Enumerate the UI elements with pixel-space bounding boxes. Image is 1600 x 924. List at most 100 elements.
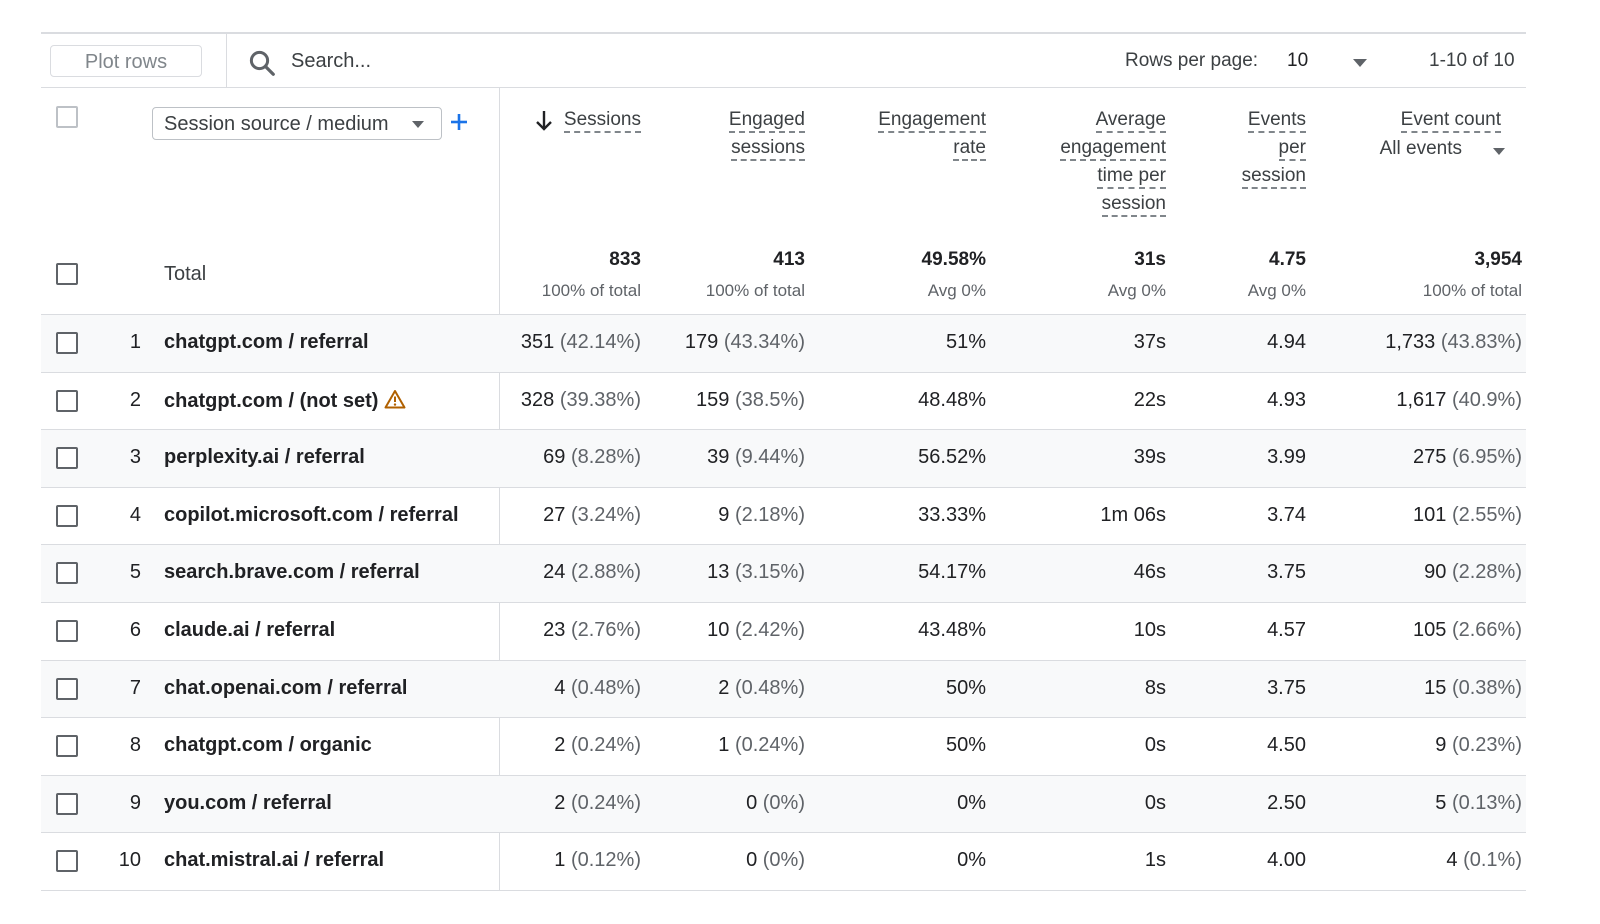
cell-engaged-sessions-percent: (43.34%) xyxy=(718,331,805,353)
cell-events-per-session: 2.50 xyxy=(1267,792,1306,815)
table-row[interactable] xyxy=(41,660,1526,718)
plot-rows-button[interactable]: Plot rows xyxy=(50,45,202,77)
cell-avg-engagement-time: 1m 06s xyxy=(1100,504,1166,527)
cell-engaged-sessions-value: 39 xyxy=(707,446,730,469)
search-input[interactable] xyxy=(291,46,591,76)
cell-sessions-value: 328 xyxy=(520,388,555,411)
row-checkbox[interactable] xyxy=(56,562,78,585)
totals-checkbox[interactable] xyxy=(56,263,78,285)
table-row[interactable] xyxy=(41,775,1526,833)
cell-avg-engagement-time-value: 0s xyxy=(1144,734,1166,757)
rows-per-page-select[interactable]: 10 xyxy=(1287,50,1309,71)
row-source-medium-text: chat.mistral.ai / referral xyxy=(164,849,385,872)
cell-event-count-percent: (0.13%) xyxy=(1446,791,1522,814)
cell-engagement-rate-value: 48.48% xyxy=(918,388,986,411)
column-header-engagement-rate[interactable]: Engagement rate xyxy=(878,106,986,162)
total-engaged-sessions: 413 xyxy=(773,249,805,270)
table-row[interactable] xyxy=(41,430,1526,487)
row-checkbox[interactable] xyxy=(56,389,78,412)
cell-events-per-session-value: 3.74 xyxy=(1267,503,1306,526)
total-events-per-session: 4.75 xyxy=(1269,249,1306,270)
cell-sessions-value: 24 xyxy=(543,561,566,584)
chevron-down-icon[interactable] xyxy=(1353,59,1367,67)
cell-engaged-sessions-value: 1 xyxy=(718,734,730,757)
add-dimension-button[interactable] xyxy=(449,105,469,140)
row-checkbox[interactable] xyxy=(56,792,78,815)
column-header-avg-engagement-time[interactable]: Average engagement time per session xyxy=(1060,106,1166,218)
cell-engaged-sessions-percent: (0%) xyxy=(757,791,805,814)
row-source-medium: you.com / referral xyxy=(164,792,332,815)
total-avg-engagement-time: 31s xyxy=(1134,249,1166,270)
row-divider xyxy=(41,717,1526,719)
rows-per-page-label: Rows per page: xyxy=(1125,50,1259,71)
cell-events-per-session-value: 4.94 xyxy=(1267,331,1306,353)
total-sessions: 833 xyxy=(609,249,641,270)
cell-event-count-value: 101 xyxy=(1413,503,1447,526)
cell-engaged-sessions-percent: (3.15%) xyxy=(729,561,805,584)
dimension-select-label: Session source / medium xyxy=(164,113,389,135)
cell-engaged-sessions-percent: (0.48%) xyxy=(729,676,805,699)
row-checkbox[interactable] xyxy=(56,332,78,354)
cell-event-count-percent: (40.9%) xyxy=(1446,388,1522,411)
row-divider xyxy=(41,544,1526,546)
cell-event-count-percent: (0.23%) xyxy=(1446,734,1522,757)
row-divider xyxy=(41,429,1526,431)
column-header-event-count[interactable]: Event count xyxy=(1400,106,1501,134)
row-source-medium: perplexity.ai / referral xyxy=(164,446,365,469)
dimension-select[interactable]: Session source / medium xyxy=(152,107,442,140)
event-filter-select[interactable]: All events xyxy=(1379,138,1462,159)
cell-sessions-percent: (2.76%) xyxy=(565,619,641,641)
cell-engaged-sessions-percent: (0.24%) xyxy=(729,734,805,757)
cell-sessions-percent: (0.24%) xyxy=(565,734,641,757)
cell-event-count-value: 15 xyxy=(1424,676,1447,699)
row-number: 1 xyxy=(129,331,141,353)
cell-engagement-rate: 51% xyxy=(946,331,986,354)
cell-event-count-value: 1,617 xyxy=(1396,388,1447,411)
cell-engagement-rate-value: 51% xyxy=(945,331,986,353)
table-row[interactable] xyxy=(41,545,1526,602)
cell-engagement-rate: 48.48% xyxy=(918,389,986,412)
cell-event-count: 105 (2.66%) xyxy=(1413,619,1522,642)
row-checkbox[interactable] xyxy=(56,677,78,700)
cell-avg-engagement-time: 0s xyxy=(1145,792,1166,815)
cell-engagement-rate-value: 0% xyxy=(957,791,986,814)
column-header-events-per-session[interactable]: Events per session xyxy=(1241,106,1306,190)
cell-engaged-sessions-value: 2 xyxy=(718,676,730,699)
chevron-down-icon[interactable] xyxy=(1493,148,1505,155)
cell-engaged-sessions: 13 (3.15%) xyxy=(707,561,805,584)
select-all-checkbox[interactable] xyxy=(56,106,78,128)
table-row[interactable] xyxy=(41,315,1526,372)
cell-engaged-sessions: 39 (9.44%) xyxy=(707,446,805,469)
column-header-label: engagement xyxy=(1060,137,1166,161)
search-icon[interactable] xyxy=(247,48,277,78)
cell-event-count-percent: (0.1%) xyxy=(1457,849,1522,872)
row-checkbox[interactable] xyxy=(56,504,78,527)
cell-engaged-sessions-value: 0 xyxy=(746,791,758,814)
cell-avg-engagement-time-value: 1s xyxy=(1144,849,1166,872)
cell-engaged-sessions-value: 9 xyxy=(718,503,730,526)
cell-avg-engagement-time: 37s xyxy=(1134,331,1166,354)
column-header-sessions[interactable]: Sessions xyxy=(563,106,641,134)
cell-event-count-value: 9 xyxy=(1435,734,1447,757)
row-checkbox[interactable] xyxy=(56,850,78,873)
cell-sessions-percent: (0.48%) xyxy=(565,676,641,699)
cell-engagement-rate: 54.17% xyxy=(918,561,986,584)
table-toolbar: Plot rows Rows per page: 10 1-10 of 10 xyxy=(41,32,1526,88)
row-source-medium-text: chat.openai.com / referral xyxy=(164,676,408,699)
row-checkbox[interactable] xyxy=(56,620,78,642)
cell-engagement-rate: 0% xyxy=(957,849,986,872)
cell-engaged-sessions: 0 (0%) xyxy=(746,849,805,872)
row-checkbox[interactable] xyxy=(56,735,78,758)
cell-event-count-percent: (2.28%) xyxy=(1446,561,1522,584)
cell-sessions-percent: (0.12%) xyxy=(565,849,641,872)
total-event-count-sub: 100% of total xyxy=(1422,281,1522,300)
cell-sessions: 328 (39.38%) xyxy=(521,389,641,412)
cell-sessions: 1 (0.12%) xyxy=(554,849,641,872)
cell-sessions-value: 351 xyxy=(520,331,555,353)
row-checkbox[interactable] xyxy=(56,447,78,470)
arrow-down-icon[interactable] xyxy=(533,109,555,133)
warning-triangle-icon[interactable] xyxy=(384,389,406,409)
column-header-engaged-sessions[interactable]: Engaged sessions xyxy=(728,106,805,162)
totals-label: Total xyxy=(164,263,207,285)
row-divider xyxy=(41,371,1526,373)
